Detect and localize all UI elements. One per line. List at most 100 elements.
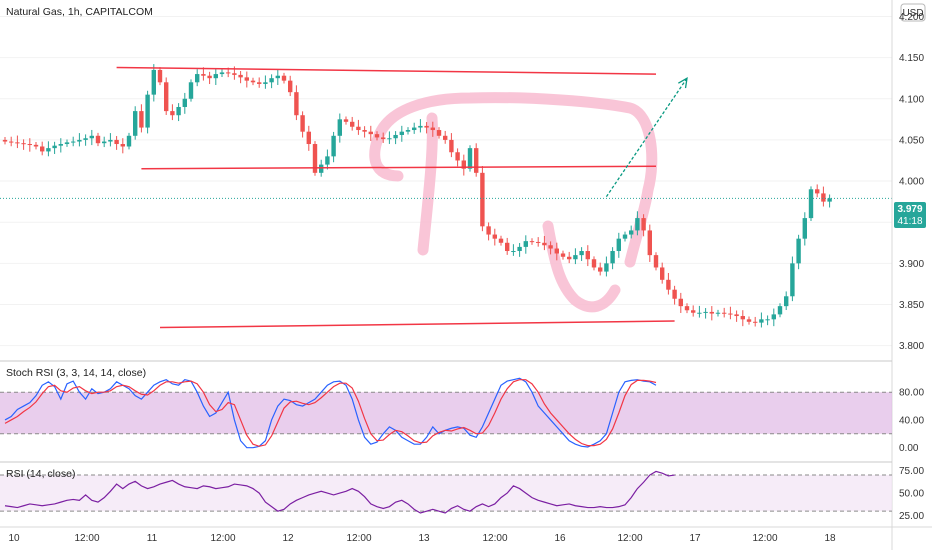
osc-tick-label: 25.00 [899,511,924,522]
candle [337,119,342,136]
candle [40,146,45,152]
price-badge: 3.979 41:18 [894,202,926,228]
candle [616,238,621,252]
candle [430,127,435,131]
candle [343,119,349,122]
highlight-stroke [542,220,621,313]
projection-arrow[interactable] [605,76,688,198]
time-tick-label: 18 [824,533,836,544]
currency-box[interactable] [900,3,926,22]
osc-tick-label: 40.00 [899,415,924,426]
candle [157,69,163,83]
candle [548,245,553,249]
trendline [141,165,657,170]
stoch-series [4,377,657,449]
candle [759,319,764,323]
price-tick-label: 3.850 [899,300,924,311]
candle [381,137,386,140]
stoch-band [0,392,892,434]
candle [591,259,597,268]
stoch-rsi-pane[interactable]: Stoch RSI (3, 3, 14, 14, close) 80.00 40.… [0,367,924,454]
candle [306,131,311,145]
price-tick-label: 4.200 [899,12,924,23]
candle [641,218,646,231]
candle [374,134,380,138]
candle [294,92,299,116]
candle [691,310,696,313]
candle [257,82,262,84]
price-tick-labels: 4.2004.1504.1004.0504.0003.9503.9003.850… [899,12,924,352]
candle [145,94,150,128]
candle [728,313,733,315]
candle [455,152,460,161]
candle [188,82,194,99]
candle [52,145,57,149]
time-tick-label: 12 [282,533,294,544]
candle [126,135,132,147]
candle [536,241,541,243]
candle [312,144,318,173]
last-price-value: 3.979 [897,204,922,215]
stoch-level-lines [0,391,892,435]
time-tick-label: 10 [8,533,20,544]
candle [108,139,113,142]
price-tick-label: 3.900 [899,259,924,270]
candle [511,251,516,253]
time-tick-label: 12:00 [74,533,99,544]
candle [9,141,14,143]
candle [542,242,547,246]
time-tick-label: 16 [554,533,566,544]
candle [418,125,423,128]
trendline [159,320,675,329]
price-scale[interactable]: USD 4.2004.1504.1004.0504.0003.9503.9003… [891,0,926,550]
candle [529,241,535,243]
candlestick-series [2,64,832,328]
time-tick-label: 11 [147,533,158,544]
candle [604,263,609,272]
candle [33,144,39,147]
stoch-tick-labels: 80.00 40.00 0.00 [899,388,924,454]
candle [610,251,615,264]
rsi-band [0,475,892,512]
candle [424,125,429,128]
osc-tick-label: 0.00 [899,443,919,454]
candle [827,198,832,202]
candle [250,80,256,83]
candle [598,267,603,272]
candle [170,111,175,116]
candle [207,75,212,79]
candle [684,306,690,311]
currency-label: USD [902,8,923,19]
candle [480,172,485,227]
price-tick-label: 4.050 [899,135,924,146]
candle [734,314,739,317]
trendline [116,66,657,75]
candle [443,135,448,140]
candle [517,246,522,252]
time-tick-label: 12:00 [617,533,642,544]
time-axis[interactable]: 10 12:00 11 12:00 12 12:00 13 12:00 16 12:00 17 12:… [0,526,932,544]
candle [288,80,293,93]
candle [219,72,225,75]
candle [300,115,305,132]
candle [356,126,361,131]
candle [746,319,752,322]
time-tick-label: 13 [418,533,430,544]
osc-line [4,470,675,514]
candle [666,279,671,290]
candle [771,314,776,320]
candle [629,230,634,235]
osc-tick-label: 80.00 [899,388,924,399]
rsi-pane[interactable]: RSI (14, close) 75.00 50.00 25.00 [0,466,924,522]
candle [790,263,795,297]
price-tick-label: 4.000 [899,177,924,188]
candle [554,248,559,254]
trendlines[interactable] [116,66,675,329]
candle [622,234,628,239]
candle [461,160,466,169]
price-pane[interactable]: Natural Gas, 1h, CAPITALCOM [0,0,892,358]
rsi-series [4,470,675,514]
candle [784,296,789,307]
candle [226,72,231,74]
